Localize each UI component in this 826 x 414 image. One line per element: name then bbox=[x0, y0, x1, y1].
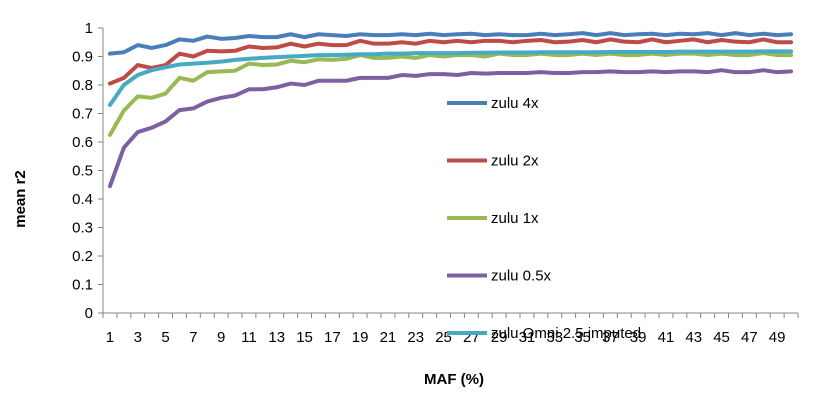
series-line bbox=[107, 51, 794, 137]
legend-label: zulu 2x bbox=[491, 153, 539, 170]
y-axis-title: mean r2 bbox=[12, 170, 29, 228]
y-tick-label: 0.6 bbox=[72, 134, 93, 151]
x-tick-label: 17 bbox=[324, 329, 341, 346]
y-tick-label: 0 bbox=[85, 305, 93, 322]
y-tick-label: 0.3 bbox=[72, 220, 93, 237]
x-tick-label: 45 bbox=[713, 329, 730, 346]
x-tick-label: 35 bbox=[574, 329, 591, 346]
x-tick-label: 43 bbox=[685, 329, 702, 346]
y-tick-label: 0.8 bbox=[72, 77, 93, 94]
x-tick-label: 39 bbox=[630, 329, 647, 346]
x-tick-label: 11 bbox=[241, 329, 257, 346]
x-tick-label: 1 bbox=[106, 329, 114, 346]
y-tick-label: 0.4 bbox=[72, 191, 93, 208]
x-tick-label: 41 bbox=[658, 329, 675, 346]
series-line bbox=[107, 49, 794, 107]
x-tick-label: 3 bbox=[134, 329, 142, 346]
legend-label: zulu 4x bbox=[491, 95, 539, 112]
x-tick-label: 29 bbox=[491, 329, 508, 346]
x-axis-ticks: 1 3 5 7 9 11 13 15 17 19 21 23 25 27 29 31 33 35 37 39 41 43 4… bbox=[102, 313, 799, 346]
x-tick-label: 13 bbox=[268, 329, 285, 346]
x-tick-label: 23 bbox=[407, 329, 424, 346]
x-tick-label: 9 bbox=[217, 329, 225, 346]
legend: zulu 4x zulu 2x zulu 1x zulu 0.5x zulu Omni … bbox=[447, 95, 641, 342]
y-tick-label: 0.7 bbox=[72, 106, 93, 123]
x-tick-label: 19 bbox=[352, 329, 369, 346]
y-tick-label: 0.2 bbox=[72, 248, 93, 265]
y-tick-label: 0.5 bbox=[72, 163, 93, 180]
series-line bbox=[107, 31, 794, 56]
y-axis-ticks: 0 0.1 0.2 0.3 0.4 0.5 0.6 0.7 0.8 0.9 1 bbox=[72, 20, 103, 322]
x-axis-title: MAF (%) bbox=[424, 371, 484, 388]
y-tick-label: 1 bbox=[85, 20, 93, 37]
y-tick-label: 0.1 bbox=[72, 277, 93, 294]
x-tick-label: 21 bbox=[380, 329, 397, 346]
x-tick-label: 47 bbox=[741, 329, 758, 346]
x-tick-label: 31 bbox=[519, 329, 536, 346]
series-line bbox=[107, 68, 794, 189]
series-lines bbox=[107, 31, 794, 189]
x-tick-label: 33 bbox=[546, 329, 563, 346]
y-tick-label: 0.9 bbox=[72, 49, 93, 66]
x-tick-label: 37 bbox=[602, 329, 619, 346]
series-line bbox=[107, 37, 794, 86]
x-tick-label: 7 bbox=[189, 329, 197, 346]
legend-label: zulu 0.5x bbox=[491, 268, 552, 285]
legend-label: zulu 1x bbox=[491, 210, 539, 227]
x-tick-label: 49 bbox=[769, 329, 786, 346]
x-tick-label: 15 bbox=[296, 329, 313, 346]
legend-label: zulu Omni 2.5 imputed bbox=[491, 325, 641, 342]
x-tick-label: 5 bbox=[161, 329, 169, 346]
